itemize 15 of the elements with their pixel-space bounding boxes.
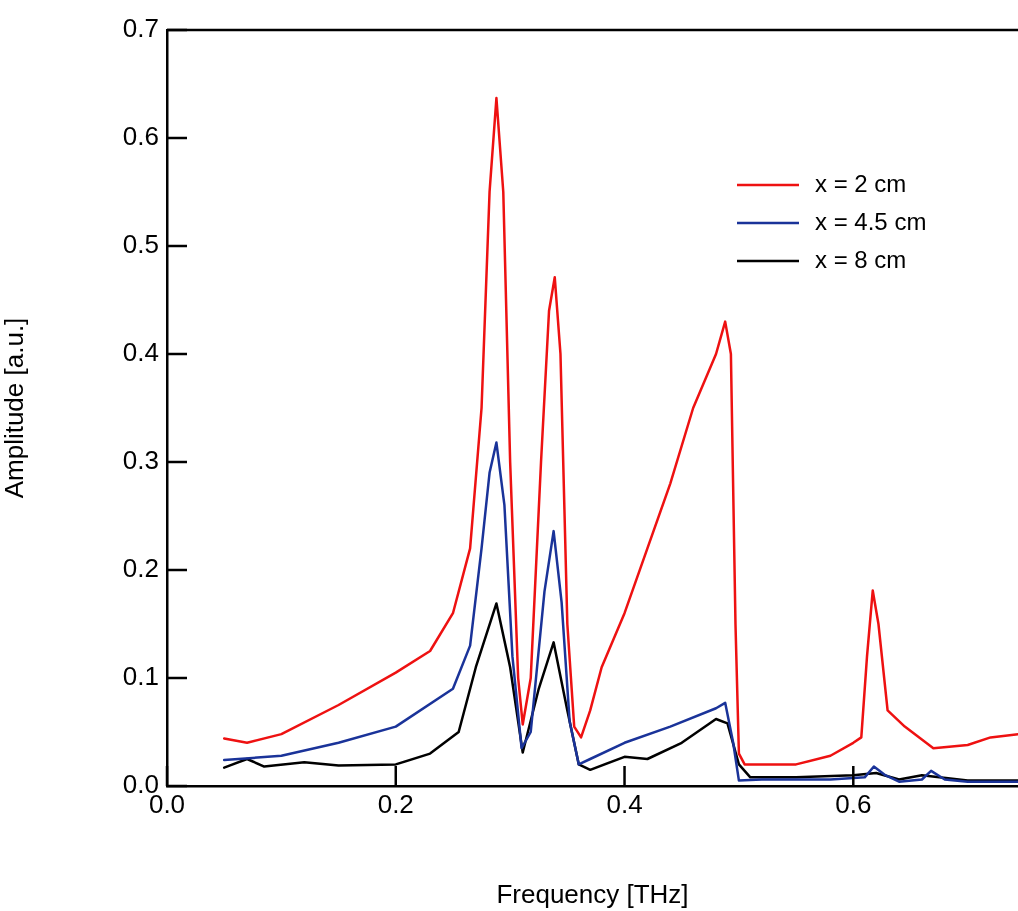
y-tick-label: 0.3 (122, 445, 159, 476)
y-tick-label: 0.7 (122, 13, 159, 44)
legend-label: x = 4.5 cm (815, 207, 927, 235)
y-tick-label: 0.1 (122, 661, 159, 692)
x-tick-label: 0.4 (606, 788, 643, 819)
legend-label: x = 8 cm (815, 245, 907, 273)
x-tick-label: 0.6 (835, 788, 872, 819)
y-axis-title: Amplitude [a.u.] (0, 317, 29, 499)
legend-label: x = 2 cm (815, 169, 907, 197)
y-tick-label: 0.2 (122, 553, 159, 584)
x-tick-label: 0.2 (377, 788, 414, 819)
y-tick-label: 0.6 (122, 121, 159, 152)
x-axis-title: Frequency [THz] (496, 878, 689, 909)
y-tick-label: 0.5 (122, 229, 159, 260)
y-tick-label: 0.4 (122, 337, 159, 368)
